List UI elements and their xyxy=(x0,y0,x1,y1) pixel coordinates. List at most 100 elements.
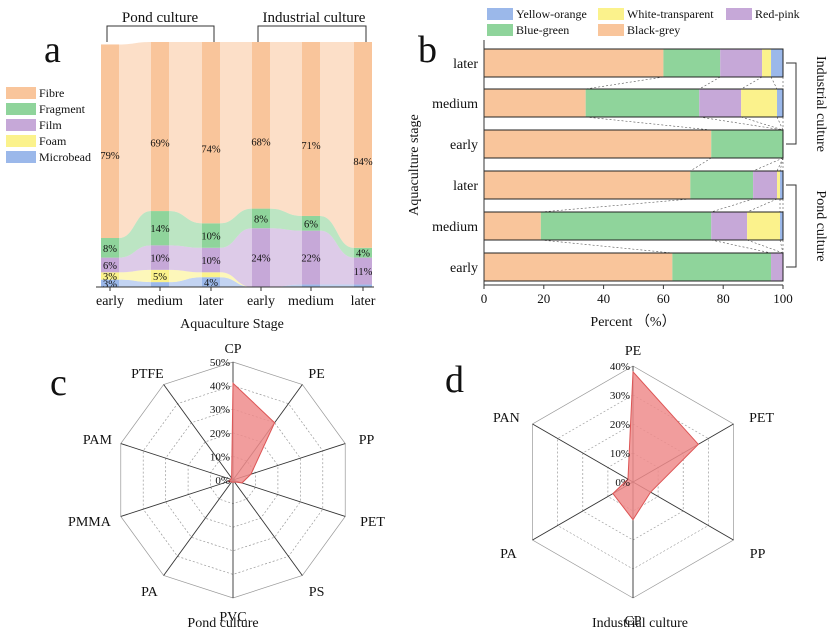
bar-microbead-5 xyxy=(354,284,372,287)
connector-4-1 xyxy=(711,239,772,254)
spoke-pa xyxy=(163,479,234,576)
legend-label-film: Film xyxy=(39,118,62,132)
bar-microbead-1 xyxy=(151,282,169,287)
r-tick-label-2: 20% xyxy=(610,419,630,431)
bar-label-foam-1: 5% xyxy=(153,272,167,283)
axis-label-cp: CP xyxy=(224,342,241,357)
flow-fragment-1 xyxy=(169,211,202,248)
axis-label-pet: PET xyxy=(360,515,385,530)
y-tick-label-0: later xyxy=(453,57,478,72)
r-tick-label-3: 30% xyxy=(610,390,630,402)
connector-4-0 xyxy=(540,239,673,254)
r-tick-label-5: 50% xyxy=(210,357,230,369)
axis-label-pam: PAM xyxy=(83,433,113,448)
bracket-industrial xyxy=(786,62,797,145)
flow-microbead-4 xyxy=(320,284,354,287)
r-tick-label-0: 0% xyxy=(215,475,230,487)
bar-black-grey-2 xyxy=(484,130,712,158)
r-tick-label-4: 40% xyxy=(210,381,230,393)
connector-3-0 xyxy=(540,198,691,213)
y-tick-label-3: later xyxy=(453,179,478,194)
grid-ring-3 xyxy=(165,408,301,552)
spoke-pet xyxy=(232,479,346,517)
spoke-pp xyxy=(232,443,346,481)
bracket-pond xyxy=(786,184,797,268)
bar-label-fibre-5: 84% xyxy=(353,157,373,168)
bar-fibre-1 xyxy=(151,42,169,212)
r-tick-label-2: 20% xyxy=(210,428,230,440)
connector-3-2 xyxy=(747,198,778,213)
bar-blue-green-0 xyxy=(663,49,721,77)
legend-label-white-transparent: White-transparent xyxy=(627,7,714,21)
y-axis-title: Aquaculture stage xyxy=(407,114,422,215)
connector-4-3 xyxy=(779,239,784,254)
flow-fibre-1 xyxy=(169,42,202,224)
panel-c-radar: 0% 10% 20% 30% 40% 50%CP PE PP PET PS PVC PA PMMA PAM… xyxy=(68,342,385,631)
flow-film-2 xyxy=(220,228,252,287)
bar-fibre-4 xyxy=(302,42,320,216)
group-label-pond: Pond culture xyxy=(122,10,199,26)
spoke-pam xyxy=(120,443,234,481)
legend-swatch-fragment xyxy=(6,103,36,115)
x-tick-label-2: later xyxy=(199,294,224,309)
legend-label-black-grey: Black-grey xyxy=(627,23,680,37)
bar-foam-2 xyxy=(202,272,220,278)
axis-label-pp: PP xyxy=(359,433,375,448)
axis-label-pa: PA xyxy=(500,547,518,562)
data-area xyxy=(612,370,699,521)
bar-label-microbead-2: 4% xyxy=(204,278,218,289)
flow-foam-0 xyxy=(119,269,151,283)
radar-title: Industrial culture xyxy=(592,616,688,627)
r-tick-label-4: 40% xyxy=(610,361,630,373)
bar-foam-0 xyxy=(101,272,119,280)
bar-microbead-0 xyxy=(101,279,119,287)
spoke-ptfe xyxy=(163,384,234,481)
bar-fragment-4 xyxy=(302,215,320,231)
bar-label-fragment-4: 6% xyxy=(304,219,318,230)
bar-label-fibre-2: 74% xyxy=(201,145,221,156)
radar-title: Pond culture xyxy=(187,616,258,627)
bar-yellow-orange-1 xyxy=(777,89,783,117)
flow-fragment-2 xyxy=(220,208,252,248)
axis-label-ps: PS xyxy=(309,585,325,600)
axis-label-pan: PAN xyxy=(493,411,520,426)
group-label-pond: Pond culture xyxy=(813,190,828,261)
flow-fragment-3 xyxy=(270,208,302,231)
panel-d-radar: 0% 10% 20% 30% 40% PE PET PP CP PA PAN Industrial c… xyxy=(493,344,774,631)
axis-label-pe: PE xyxy=(625,344,641,359)
flow-film-1 xyxy=(169,245,202,273)
panel-label-d: d xyxy=(445,359,464,401)
bar-film-1 xyxy=(151,245,169,270)
bar-label-fibre-3: 68% xyxy=(251,137,271,148)
x-axis-title: Aquaculture Stage xyxy=(180,317,284,332)
flow-film-0 xyxy=(119,245,151,273)
x-tick-label-0: early xyxy=(96,294,124,309)
r-tick-label-3: 30% xyxy=(210,404,230,416)
bar-white-transparent-3 xyxy=(777,171,781,199)
bar-yellow-orange-0 xyxy=(771,49,783,77)
bar-label-film-2: 10% xyxy=(201,256,221,267)
bar-label-foam-0: 3% xyxy=(103,272,117,283)
bar-fragment-1 xyxy=(151,211,169,246)
bar-label-fibre-4: 71% xyxy=(301,141,321,152)
legend-label-red-pink: Red-pink xyxy=(755,7,800,21)
connector-1-3 xyxy=(776,116,784,131)
connector-2-3 xyxy=(779,157,784,172)
spoke-pan xyxy=(532,423,634,483)
bar-label-fragment-5: 4% xyxy=(356,249,370,260)
bar-film-0 xyxy=(101,257,119,273)
r-tick-label-0: 0% xyxy=(615,477,630,489)
bar-black-grey-3 xyxy=(484,171,691,199)
flow-microbead-0 xyxy=(119,279,151,287)
bar-label-fragment-3: 8% xyxy=(254,214,268,225)
panel-label-a: a xyxy=(44,29,61,71)
bar-white-transparent-0 xyxy=(762,49,772,77)
flow-fragment-4 xyxy=(320,215,354,258)
flow-film-4 xyxy=(320,230,354,285)
bar-fragment-0 xyxy=(101,238,119,258)
axis-label-pvc: PVC xyxy=(219,610,246,625)
r-tick-label-1: 10% xyxy=(610,448,630,460)
flow-fibre-0 xyxy=(119,42,151,238)
x-tick-label-1: medium xyxy=(137,294,183,309)
bar-black-grey-4 xyxy=(484,212,541,240)
